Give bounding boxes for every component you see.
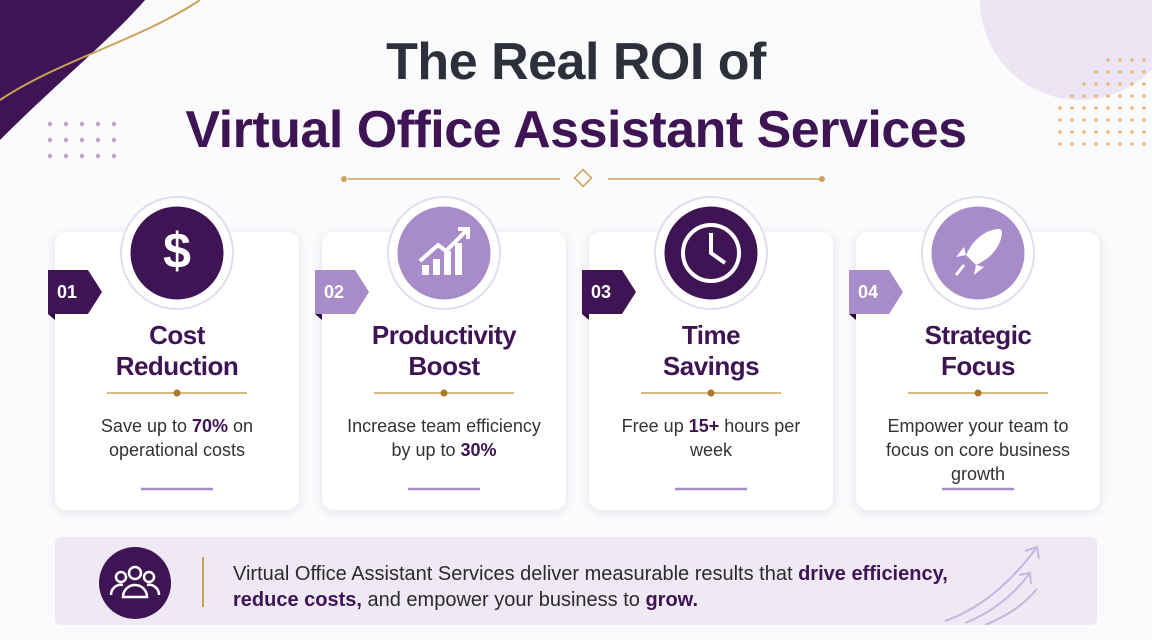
- card-icon: [921, 196, 1035, 310]
- number-tab: [315, 270, 369, 320]
- card-title-line: Reduction: [115, 351, 239, 381]
- footer-part: Virtual Office Assistant Services delive…: [233, 563, 799, 585]
- card-dividers: [908, 389, 1048, 491]
- card-title-line: Savings: [662, 351, 760, 381]
- card: Productivity Boost Increase team efficienc…: [322, 232, 566, 510]
- card-icon: $: [120, 196, 234, 310]
- card-title-line: Boost: [408, 351, 480, 381]
- card-number: 02: [324, 282, 345, 302]
- footer-part: and empower your business to: [361, 589, 646, 611]
- card-number: 04: [858, 282, 879, 302]
- description-part: Free up: [621, 416, 689, 436]
- title-line-1: The Real ROI of: [386, 33, 766, 91]
- description-part: 30%: [460, 440, 497, 460]
- card-title-line: Cost: [149, 320, 205, 350]
- card-description: Increase team efficiency by up to 30%: [344, 414, 544, 462]
- card-title: Time Savings: [589, 320, 833, 382]
- description-part: 15+: [688, 416, 720, 436]
- description-part: Empower your team to focus on core busin…: [885, 416, 1071, 484]
- description-part: on operational costs: [108, 416, 254, 460]
- footer-text: Virtual Office Assistant Services delive…: [233, 561, 993, 613]
- description-part: 70%: [192, 416, 229, 436]
- card-description: Free up 15+ hours per week: [611, 414, 811, 462]
- number-tab: [582, 270, 636, 320]
- svg-text:$: $: [163, 223, 191, 279]
- card-title-line: Productivity: [371, 320, 517, 350]
- card-dividers: [641, 389, 781, 491]
- footer-banner: Virtual Office Assistant Services delive…: [55, 537, 1097, 625]
- card-title-line: Time: [681, 320, 741, 350]
- card-dividers: [107, 389, 247, 491]
- description-part: hours per week: [689, 416, 801, 460]
- title-line-2: Virtual Office Assistant Services: [185, 101, 967, 159]
- card: Time Savings Free up 15+ hours per week: [589, 232, 833, 510]
- card-description: Save up to 70% on operational costs: [77, 414, 277, 462]
- card-title-line: Strategic: [924, 320, 1032, 350]
- card-number: 03: [591, 282, 612, 302]
- card-title: Cost Reduction: [55, 320, 299, 382]
- card-number: 01: [57, 282, 78, 302]
- description-part: Increase team efficiency by up to: [347, 416, 541, 460]
- card-icon: [654, 196, 768, 310]
- description-part: Save up to: [100, 416, 192, 436]
- card-title: Strategic Focus: [856, 320, 1100, 382]
- footer-part: drive efficiency, reduce costs,: [233, 563, 948, 611]
- card-title: Productivity Boost: [322, 320, 566, 382]
- footer-part: grow.: [645, 589, 699, 611]
- card-description: Empower your team to focus on core busin…: [878, 414, 1078, 486]
- card-title-line: Focus: [940, 351, 1016, 381]
- card-dividers: [374, 389, 514, 491]
- number-tab: [48, 270, 102, 320]
- card-icon: [387, 196, 501, 310]
- footer-icons: [99, 545, 1040, 625]
- number-tab: [849, 270, 903, 320]
